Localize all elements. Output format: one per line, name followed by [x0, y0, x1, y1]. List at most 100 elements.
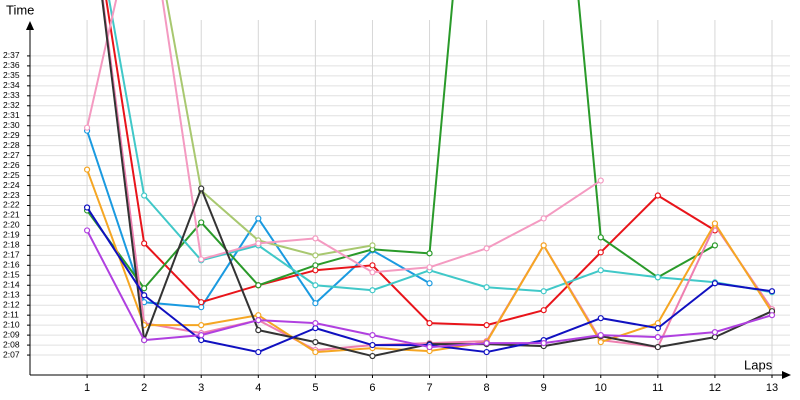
y-tick-label: 2:27: [3, 150, 20, 160]
y-tick-label: 2:31: [3, 110, 20, 120]
point: [255, 327, 262, 334]
x-tick-label: 4: [255, 382, 261, 394]
point: [255, 348, 262, 356]
point: [141, 292, 148, 299]
point: [312, 252, 319, 259]
point: [198, 185, 205, 192]
x-tick-label: 9: [541, 382, 547, 394]
point: [255, 240, 262, 247]
y-tick-label: 2:33: [3, 90, 20, 100]
point: [198, 322, 205, 329]
y-tick-label: 2:08: [3, 339, 20, 349]
point: [369, 332, 376, 339]
point: [369, 269, 376, 276]
point: [198, 299, 205, 306]
y-tick-label: 2:34: [3, 80, 20, 90]
x-tick-label: 1: [84, 382, 90, 394]
x-tick-label: 12: [709, 382, 721, 394]
y-tick-label: 2:19: [3, 230, 20, 240]
point: [711, 220, 719, 227]
point: [312, 262, 319, 269]
point: [141, 240, 148, 247]
point: [597, 338, 604, 346]
point: [255, 317, 262, 324]
point: [426, 280, 433, 287]
point: [83, 204, 91, 211]
y-tick-label: 2:09: [3, 329, 20, 339]
point: [654, 192, 661, 199]
point: [540, 242, 547, 249]
y-tick-label: 2:23: [3, 190, 20, 200]
point: [83, 124, 91, 131]
y-tick-label: 2:26: [3, 160, 20, 170]
x-tick-label: 8: [484, 382, 490, 394]
point: [483, 348, 490, 356]
point: [141, 337, 148, 344]
x-tick-label: 7: [426, 382, 432, 394]
point: [654, 325, 661, 332]
point: [312, 282, 319, 289]
point: [654, 343, 661, 351]
series-line: [86, 0, 716, 290]
y-tick-label: 2:13: [3, 289, 20, 299]
x-tick-label: 10: [595, 382, 607, 394]
y-tick-label: 2:35: [3, 70, 20, 80]
y-axis-label: Time: [6, 2, 34, 17]
point: [83, 227, 91, 234]
point: [483, 339, 490, 347]
y-tick-label: 2:30: [3, 120, 20, 130]
point: [597, 249, 604, 256]
point: [711, 329, 719, 336]
point: [426, 264, 433, 271]
x-axis-label: Laps: [744, 357, 773, 372]
point: [711, 280, 719, 287]
y-tick-label: 2:24: [3, 180, 20, 190]
series-line: [105, 0, 716, 327]
y-tick-label: 2:37: [3, 50, 20, 60]
y-tick-label: 2:28: [3, 140, 20, 150]
point: [312, 267, 319, 274]
y-axis-arrow: [26, 21, 34, 30]
point: [597, 177, 604, 184]
y-tick-label: 2:21: [3, 210, 20, 220]
y-tick-label: 2:12: [3, 299, 20, 309]
point: [483, 245, 490, 252]
point: [198, 337, 205, 344]
point: [198, 219, 205, 226]
point: [711, 334, 719, 341]
y-tick-label: 2:22: [3, 200, 20, 210]
point: [198, 332, 205, 339]
x-tick-label: 13: [766, 382, 778, 394]
y-tick-label: 2:25: [3, 170, 20, 180]
y-tick-label: 2:15: [3, 270, 20, 280]
x-axis-arrow: [782, 371, 791, 379]
point: [255, 215, 262, 222]
plot-area: [83, 0, 776, 360]
point: [312, 338, 319, 346]
point: [198, 256, 205, 263]
y-tick-label: 2:18: [3, 240, 20, 250]
point: [597, 234, 604, 241]
point: [654, 320, 661, 327]
point: [141, 285, 148, 292]
point: [597, 315, 604, 322]
point: [255, 312, 262, 319]
point: [597, 332, 604, 339]
y-tick-label: 2:10: [3, 319, 20, 329]
point: [312, 348, 319, 356]
y-tick-label: 2:07: [3, 349, 20, 359]
y-tick-label: 2:11: [3, 309, 19, 319]
point: [426, 250, 433, 257]
y-tick-label: 2:32: [3, 100, 20, 110]
point: [312, 320, 319, 327]
point: [369, 341, 376, 349]
point: [711, 242, 719, 249]
point: [369, 352, 376, 360]
point: [540, 215, 547, 222]
point: [768, 288, 776, 295]
x-tick-label: 3: [198, 382, 204, 394]
x-tick-label: 2: [141, 382, 147, 394]
point: [483, 284, 490, 291]
point: [312, 235, 319, 242]
